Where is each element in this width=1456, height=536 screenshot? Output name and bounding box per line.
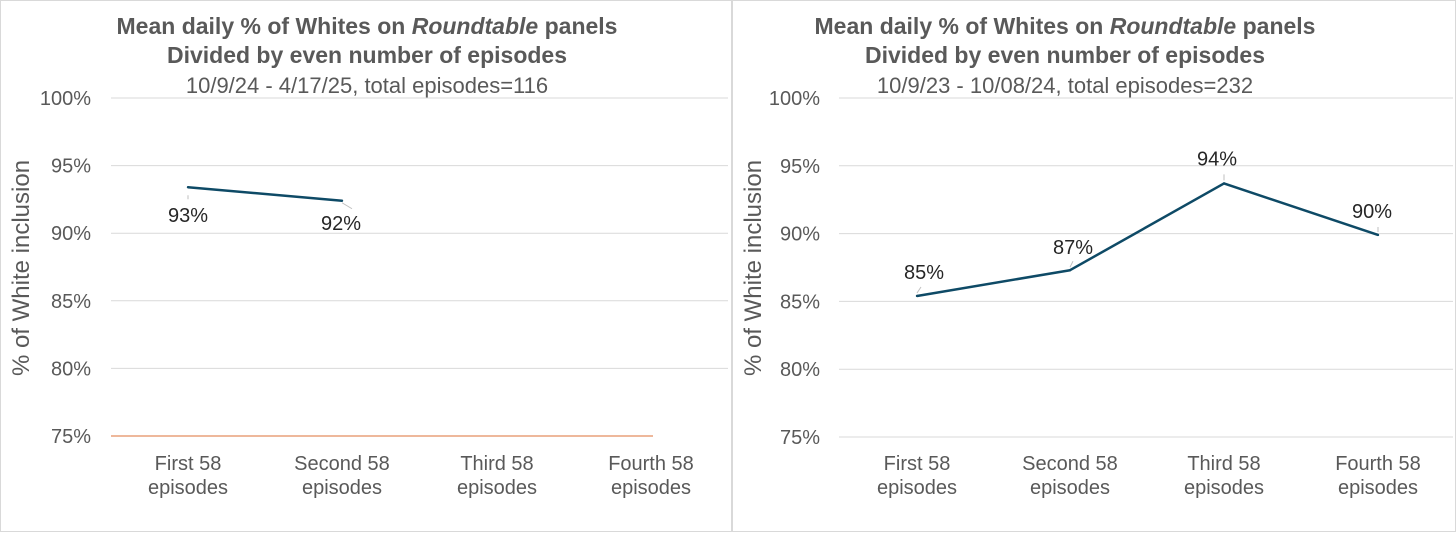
data-label: 90% — [1352, 201, 1392, 223]
data-label: 85% — [904, 262, 944, 284]
data-point — [915, 294, 919, 298]
data-label: 87% — [1053, 237, 1093, 259]
y-tick-label: 80% — [51, 358, 91, 380]
chart-title: Mean daily % of Whites on Roundtable pan… — [815, 13, 1316, 39]
y-axis-label: % of White inclusion — [740, 160, 767, 376]
y-axis-label: % of White inclusion — [8, 160, 35, 376]
y-tick-label: 90% — [51, 223, 91, 245]
chart-panel-right: Mean daily % of Whites on Roundtable pan… — [732, 0, 1456, 532]
y-tick-label: 75% — [51, 426, 91, 448]
data-label: 92% — [321, 213, 361, 235]
y-tick-label: 95% — [780, 156, 820, 178]
y-tick-label: 80% — [780, 359, 820, 381]
x-tick-label: First 58 episodes — [877, 453, 957, 499]
x-tick-label: First 58 episodes — [148, 453, 228, 499]
x-tick-label: Second 58 episodes — [294, 453, 390, 499]
chart-date-range: 10/9/23 - 10/08/24, total episodes=232 — [877, 73, 1253, 98]
chart-title: Mean daily % of Whites on Roundtable pan… — [117, 13, 618, 39]
x-tick-label: Third 58 episodes — [1184, 453, 1264, 499]
x-tick-label: Second 58 episodes — [1022, 453, 1118, 499]
y-tick-label: 100% — [769, 88, 820, 110]
y-tick-label: 75% — [780, 427, 820, 449]
y-tick-label: 100% — [40, 88, 91, 110]
data-label-leader — [916, 286, 922, 294]
data-label: 93% — [168, 205, 208, 227]
data-point — [1376, 233, 1380, 237]
series-line — [187, 185, 343, 202]
data-label: 94% — [1197, 148, 1237, 170]
chart-subtitle: Divided by even number of episodes — [167, 42, 567, 68]
y-tick-label: 90% — [780, 224, 820, 246]
data-point — [340, 199, 344, 202]
x-tick-label: Fourth 58 episodes — [1335, 453, 1421, 499]
data-point — [1068, 269, 1072, 272]
chart-panel-left: Mean daily % of Whites on Roundtable pan… — [0, 0, 732, 532]
chart-subtitle: Divided by even number of episodes — [865, 42, 1265, 68]
series-line — [916, 182, 1379, 298]
data-label-leader — [341, 202, 353, 210]
data-label-leader — [1069, 260, 1074, 268]
line-chart-right: Mean daily % of Whites on Roundtable pan… — [740, 13, 1453, 499]
y-tick-label: 95% — [51, 156, 91, 178]
y-tick-label: 85% — [780, 291, 820, 313]
chart-date-range: 10/9/24 - 4/17/25, total episodes=116 — [186, 73, 548, 98]
x-tick-label: Fourth 58 episodes — [608, 453, 694, 499]
y-tick-label: 85% — [51, 291, 91, 313]
data-point — [1222, 182, 1226, 185]
x-tick-label: Third 58 episodes — [457, 453, 537, 499]
line-chart-left: Mean daily % of Whites on Roundtable pan… — [8, 13, 728, 499]
data-point — [186, 186, 190, 189]
